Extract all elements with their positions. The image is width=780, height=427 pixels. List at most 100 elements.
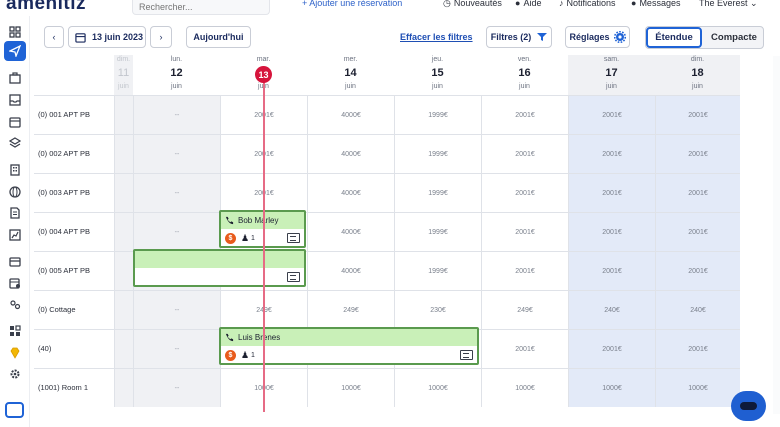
price-cell[interactable]: 2001€: [655, 213, 740, 251]
reservation-card[interactable]: Bob Marley $ ♟ 1: [219, 210, 306, 248]
price-cell[interactable]: 2001€: [568, 174, 655, 212]
date-picker[interactable]: 13 juin 2023: [68, 26, 146, 48]
price-cell[interactable]: --: [133, 96, 220, 134]
price-cell[interactable]: 2001€: [568, 135, 655, 173]
price-cell[interactable]: 249€: [481, 291, 568, 329]
day-header[interactable]: mer. 14 juin: [307, 55, 394, 95]
calendar-nav-icon[interactable]: [4, 41, 26, 61]
price-cell[interactable]: 249€: [307, 291, 394, 329]
room-name[interactable]: (0) 003 APT PB: [38, 188, 90, 197]
price-cell[interactable]: 2001€: [481, 213, 568, 251]
notifications-link[interactable]: ♪ Notifications: [559, 0, 616, 8]
filters-button[interactable]: Filtres (2): [486, 26, 552, 48]
price-cell[interactable]: 2001€: [568, 213, 655, 251]
messages-link[interactable]: ● Messages: [631, 0, 680, 8]
day-header[interactable]: jeu. 15 juin: [394, 55, 481, 95]
add-reservation-link[interactable]: + Ajouter une réservation: [302, 0, 403, 8]
gear-icon[interactable]: [4, 364, 26, 384]
support-chat-icon[interactable]: [5, 402, 24, 418]
search-box[interactable]: [132, 0, 270, 15]
chat-launcher-button[interactable]: [731, 391, 766, 421]
property-selector[interactable]: The Everest ⌄: [699, 0, 758, 9]
inbox-icon[interactable]: [4, 90, 26, 110]
day-header-weekend[interactable]: dim. 18 juin: [655, 55, 740, 95]
price-cell[interactable]: 4000€: [307, 174, 394, 212]
prev-button[interactable]: ‹: [44, 26, 64, 48]
price-cell[interactable]: 2001€: [481, 135, 568, 173]
price-cell[interactable]: 2001€: [481, 96, 568, 134]
calendar-icon[interactable]: [4, 112, 26, 132]
price-cell[interactable]: 2001€: [481, 174, 568, 212]
reservation-card[interactable]: Luis Brenes $ ♟ 1: [219, 327, 479, 365]
room-name[interactable]: (0) Cottage: [38, 305, 76, 314]
message-icon[interactable]: [460, 350, 473, 360]
reservation-card[interactable]: [133, 249, 306, 287]
price-cell[interactable]: 2001€: [655, 252, 740, 290]
price-cell[interactable]: --: [133, 213, 220, 251]
price-cell[interactable]: 2001€: [655, 96, 740, 134]
card-icon[interactable]: [4, 252, 26, 272]
price-cell[interactable]: --: [133, 330, 220, 368]
price-cell[interactable]: 1999€: [394, 96, 481, 134]
price-cell[interactable]: 2001€: [481, 330, 568, 368]
price-cell[interactable]: 2001€: [568, 330, 655, 368]
room-name[interactable]: (1001) Room 1: [38, 383, 89, 392]
price-cell[interactable]: 240€: [655, 291, 740, 329]
price-cell[interactable]: 1000€: [655, 369, 740, 407]
price-cell[interactable]: --: [133, 291, 220, 329]
room-name[interactable]: (0) 002 APT PB: [38, 149, 90, 158]
price-cell[interactable]: 2001€: [655, 174, 740, 212]
settings-button[interactable]: Réglages: [565, 26, 630, 48]
price-cell[interactable]: --: [133, 174, 220, 212]
help-link[interactable]: ● Aide: [515, 0, 541, 8]
price-cell[interactable]: 1999€: [394, 252, 481, 290]
price-cell[interactable]: 2001€: [568, 96, 655, 134]
price-cell[interactable]: --: [133, 135, 220, 173]
view-extended-button[interactable]: Étendue: [646, 27, 702, 48]
message-icon[interactable]: [287, 233, 300, 243]
search-input[interactable]: [133, 0, 269, 12]
day-header[interactable]: ven. 16 juin: [481, 55, 568, 95]
price-cell[interactable]: 4000€: [307, 252, 394, 290]
price-cell[interactable]: 1999€: [394, 213, 481, 251]
price-cell[interactable]: 4000€: [307, 135, 394, 173]
news-link[interactable]: ◷ Nouveautés: [443, 0, 502, 9]
document-icon[interactable]: [4, 203, 26, 223]
price-cell[interactable]: 2001€: [655, 135, 740, 173]
room-name[interactable]: (40): [38, 344, 52, 353]
price-cell[interactable]: 1999€: [394, 135, 481, 173]
next-button[interactable]: ›: [150, 26, 172, 48]
calendar-edit-icon[interactable]: [4, 273, 26, 293]
price-cell[interactable]: 2001€: [655, 330, 740, 368]
suitcase-icon[interactable]: [4, 68, 26, 88]
price-cell[interactable]: 1000€: [307, 369, 394, 407]
price-cell[interactable]: 2001€: [481, 252, 568, 290]
price-cell[interactable]: 1000€: [481, 369, 568, 407]
price-cell[interactable]: 4000€: [307, 96, 394, 134]
gem-icon[interactable]: [4, 343, 26, 363]
price-cell[interactable]: 230€: [394, 291, 481, 329]
message-icon[interactable]: [287, 272, 300, 282]
today-button[interactable]: Aujourd'hui: [186, 26, 251, 48]
logo[interactable]: amenitiz: [6, 0, 87, 14]
clear-filters-link[interactable]: Effacer les filtres: [400, 32, 473, 42]
room-name[interactable]: (0) 001 APT PB: [38, 110, 90, 119]
scrollbar[interactable]: [773, 56, 780, 414]
price-cell[interactable]: 1000€: [568, 369, 655, 407]
day-header-weekend[interactable]: sam. 17 juin: [568, 55, 655, 95]
price-cell[interactable]: 1999€: [394, 174, 481, 212]
room-name[interactable]: (0) 005 APT PB: [38, 266, 90, 275]
chart-icon[interactable]: [4, 225, 26, 245]
price-cell[interactable]: 1000€: [394, 369, 481, 407]
globe-icon[interactable]: [4, 182, 26, 202]
price-cell[interactable]: --: [133, 369, 220, 407]
layers-icon[interactable]: [4, 133, 26, 153]
day-header[interactable]: lun. 12 juin: [133, 55, 220, 95]
building-icon[interactable]: [4, 160, 26, 180]
dashboard-icon[interactable]: [4, 22, 26, 42]
price-cell[interactable]: 240€: [568, 291, 655, 329]
users-icon[interactable]: [4, 295, 26, 315]
apps-icon[interactable]: [4, 321, 26, 341]
view-compact-button[interactable]: Compacte: [711, 32, 757, 43]
price-cell[interactable]: 2001€: [568, 252, 655, 290]
